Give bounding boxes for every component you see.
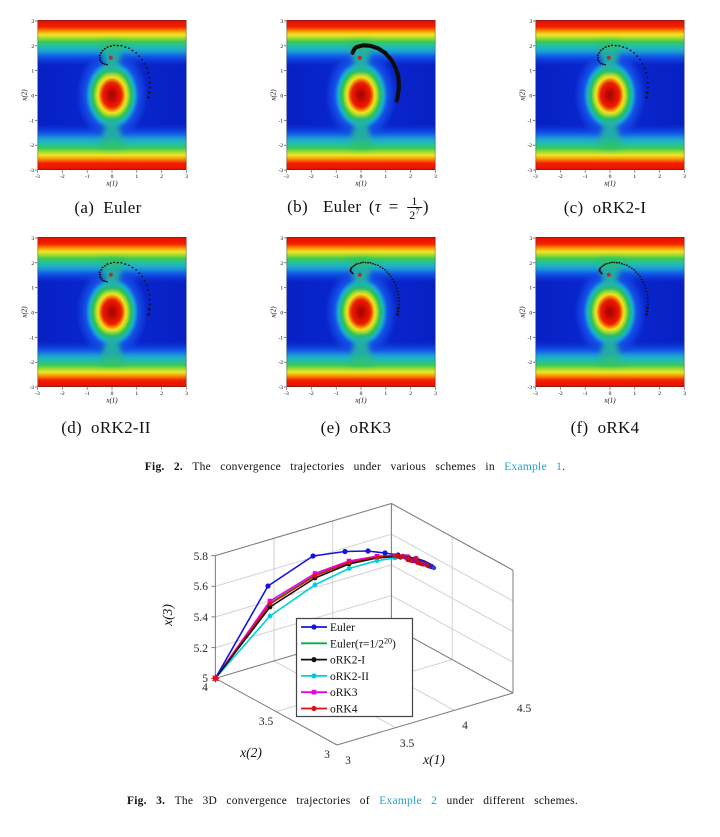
- svg-text:oRK4: oRK4: [330, 704, 358, 716]
- svg-text:5.2: 5.2: [194, 643, 209, 655]
- svg-text:5: 5: [202, 673, 208, 685]
- svg-text:3.5: 3.5: [259, 716, 274, 728]
- svg-text:5.6: 5.6: [194, 581, 209, 593]
- svg-text:oRK3: oRK3: [330, 687, 358, 699]
- svg-text:x(1): x(1): [422, 752, 445, 767]
- svg-text:Euler(τ=1/220): Euler(τ=1/220): [330, 636, 396, 650]
- svg-text:4.5: 4.5: [517, 703, 532, 715]
- svg-text:x(3): x(3): [160, 604, 175, 627]
- svg-text:3: 3: [345, 755, 351, 767]
- svg-text:oRK2-II: oRK2-II: [330, 671, 369, 683]
- svg-text:x(2): x(2): [239, 745, 262, 760]
- svg-text:5.4: 5.4: [194, 612, 209, 624]
- svg-text:Euler: Euler: [330, 622, 355, 634]
- svg-text:4: 4: [202, 682, 208, 694]
- svg-text:3.5: 3.5: [400, 738, 415, 750]
- svg-text:oRK2-I: oRK2-I: [330, 655, 365, 667]
- svg-text:3: 3: [324, 749, 330, 761]
- svg-text:5.8: 5.8: [194, 551, 209, 563]
- svg-text:4: 4: [462, 720, 468, 732]
